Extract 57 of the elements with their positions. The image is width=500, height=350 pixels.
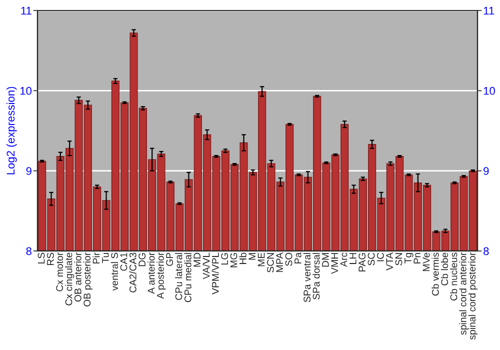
x-tick-label: DG [138, 253, 146, 266]
x-tick-label: Cb lobe [440, 252, 448, 286]
x-tick-label: CPu lateral [175, 252, 182, 300]
x-tick-label: Pa [294, 252, 302, 264]
x-tick-label: VPM/VPL [212, 252, 219, 294]
x-tick-label: LS [38, 252, 45, 264]
x-tick-label: OB anterior [74, 252, 82, 302]
x-tick-label: M [248, 253, 256, 260]
y2-tick-label: 9 [484, 167, 489, 175]
y2-tick-label: 11 [484, 6, 494, 15]
y-tick-label: 10 [20, 86, 32, 95]
x-tick-label: CPu medial [184, 252, 192, 302]
x-tick-label: Hb [239, 252, 246, 264]
x-tick-label: CA2/CA3 [129, 252, 136, 292]
x-tick-label: SO [285, 252, 292, 266]
x-tick-label: VTA [386, 252, 393, 270]
x-tick-label: Cx motor [56, 252, 64, 292]
y-tick-label: 8 [26, 247, 32, 256]
x-tick-label: A anterior [148, 252, 155, 294]
x-tick-label: VMH [331, 253, 338, 274]
x-tick-label: OB posterior [83, 252, 92, 306]
x-tick-label: SPa dorsal [312, 252, 320, 300]
x-tick-label: spinal cord anterior [459, 252, 468, 335]
x-tick-label: ventral S [110, 252, 118, 291]
x-tick-label: PAG [358, 253, 366, 272]
x-tick-label: LH [350, 253, 356, 264]
y2-tick-label: 8 [484, 247, 489, 256]
x-tick-label: Tg [404, 252, 414, 264]
x-tick-label: RS [46, 252, 54, 266]
x-tick-label: MVe [422, 252, 430, 271]
x-tick-label: Pir [92, 252, 100, 264]
x-tick-label: SN [395, 253, 402, 266]
x-tick-label: ME [258, 252, 265, 266]
y2-tick-label: 10 [484, 86, 495, 95]
x-tick-label: A posterior [156, 252, 166, 299]
x-tick-label: SC [368, 252, 375, 266]
x-tick-label: VA/VL [202, 252, 210, 280]
x-tick-label: SPa ventral [303, 252, 311, 302]
x-tick-label: MD [194, 252, 200, 267]
x-tick-label: MPA [276, 252, 283, 272]
x-tick-label: spinal cord posterior [468, 252, 478, 340]
x-tick-label: Tu [102, 252, 109, 264]
y-tick-label: 11 [21, 6, 32, 15]
x-tick-label: Cx cingulate [65, 252, 74, 306]
x-tick-label: SCN [266, 253, 274, 272]
x-tick-label: CA1 [120, 252, 128, 271]
x-tick-label: Cb nucleus [450, 252, 458, 300]
x-tick-label: MG [230, 253, 238, 268]
x-tick-label: LG [221, 253, 228, 265]
x-tick-label: Pn [414, 252, 420, 264]
x-tick-label: Cb vermis [432, 252, 439, 296]
x-tick-label: IC [376, 252, 384, 262]
x-tick-label: Arc [340, 252, 348, 267]
y-axis-title: Log2 (expression) [6, 86, 17, 174]
x-tick-label: GP [166, 252, 174, 266]
x-tick-label: DM [322, 253, 329, 267]
y-tick-label: 9 [26, 167, 32, 175]
